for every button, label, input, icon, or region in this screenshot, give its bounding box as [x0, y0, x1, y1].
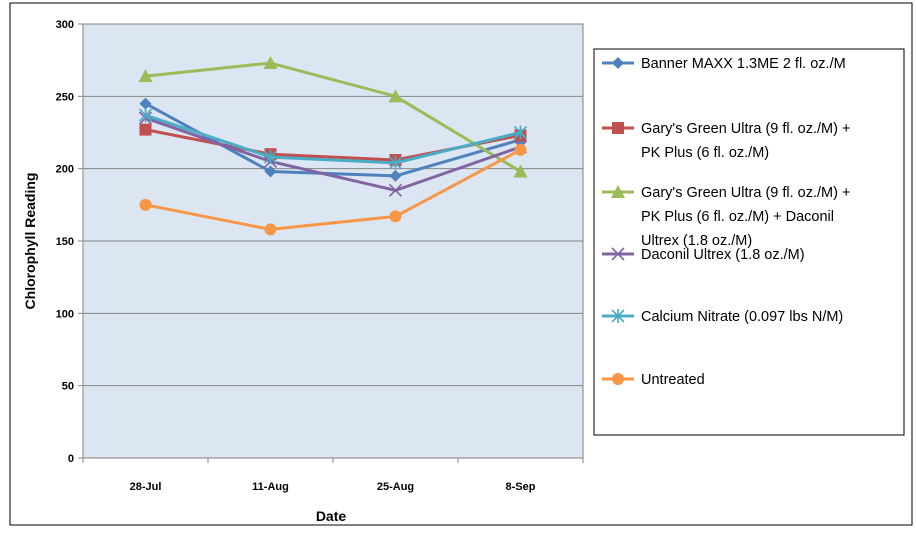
x-tick-label: 25-Aug — [377, 481, 414, 493]
legend-marker — [611, 309, 625, 323]
legend-item-3: Gary's Green Ultra (9 fl. oz./M) + PK Plu… — [602, 185, 850, 249]
series-line — [144, 113, 522, 165]
legend-marker — [611, 247, 625, 261]
x-axis-title: Date — [316, 508, 347, 524]
data-point — [138, 108, 153, 123]
y-tick-label: 250 — [56, 91, 74, 103]
gridlines — [78, 23, 584, 463]
y-tick-label: 200 — [56, 164, 74, 176]
data-point — [388, 183, 403, 197]
series-lines — [138, 56, 528, 236]
data-point — [513, 164, 528, 178]
y-tick-label: 300 — [56, 19, 74, 31]
legend-item-1: Banner MAXX 1.3ME 2 fl. oz./M — [602, 56, 846, 72]
data-point — [514, 143, 527, 156]
data-point — [263, 150, 278, 165]
legend-box — [593, 48, 905, 436]
series-6 — [139, 143, 527, 236]
legend-marker — [612, 373, 624, 385]
series-5 — [138, 108, 528, 170]
y-tick-labels: 0 50 100 150 200 250 300 — [56, 19, 74, 465]
legend-label: Gary's Green Ultra (9 fl. oz./M) + — [641, 185, 850, 201]
legend-item-2: Gary's Green Ultra (9 fl. oz./M) + PK Plu… — [602, 121, 850, 161]
data-point — [139, 198, 152, 211]
y-tick-label: 150 — [56, 236, 74, 248]
legend-label: Untreated — [641, 372, 705, 388]
legend-marker — [611, 185, 625, 198]
data-point — [264, 165, 277, 178]
x-tick-label: 11-Aug — [252, 481, 289, 493]
data-point — [263, 56, 278, 70]
legend-label: Banner MAXX 1.3ME 2 fl. oz./M — [641, 56, 846, 72]
y-tick-label: 100 — [56, 308, 74, 320]
legend-item-5: Calcium Nitrate (0.097 lbs N/M) — [602, 309, 843, 325]
data-point — [139, 123, 152, 136]
legend-item-4: Daconil Ultrex (1.8 oz./M) — [602, 247, 805, 263]
data-point — [388, 155, 403, 170]
legend-label: Calcium Nitrate (0.097 lbs N/M) — [641, 309, 843, 325]
data-point — [264, 223, 277, 236]
x-tick-label: 28-Jul — [130, 481, 162, 493]
legend-label: PK Plus (6 fl. oz./M) — [641, 145, 769, 161]
legend-marker — [612, 122, 624, 134]
legend-label: PK Plus (6 fl. oz./M) + Daconil — [641, 209, 834, 225]
x-tick-label: 8-Sep — [506, 481, 536, 493]
y-tick-label: 0 — [68, 453, 74, 465]
series-line — [144, 148, 522, 231]
y-axis-title: Chlorophyll Reading — [22, 173, 38, 310]
legend: Banner MAXX 1.3ME 2 fl. oz./M Gary's Gree… — [602, 56, 850, 388]
x-tick-labels: 28-Jul 11-Aug 25-Aug 8-Sep — [130, 481, 536, 493]
series-3 — [138, 56, 528, 178]
data-point — [513, 125, 528, 140]
legend-label: Daconil Ultrex (1.8 oz./M) — [641, 247, 805, 263]
legend-label: Gary's Green Ultra (9 fl. oz./M) + — [641, 121, 850, 137]
data-point — [139, 97, 152, 110]
data-point — [138, 69, 153, 83]
data-point — [389, 169, 402, 182]
y-tick-label: 50 — [62, 381, 74, 393]
data-point — [389, 210, 402, 223]
data-point — [388, 89, 403, 103]
series-line — [144, 116, 522, 192]
series-line — [144, 61, 522, 174]
legend-label: Ultrex (1.8 oz./M) — [641, 233, 752, 249]
legend-marker — [612, 57, 624, 69]
legend-item-6: Untreated — [602, 372, 705, 388]
